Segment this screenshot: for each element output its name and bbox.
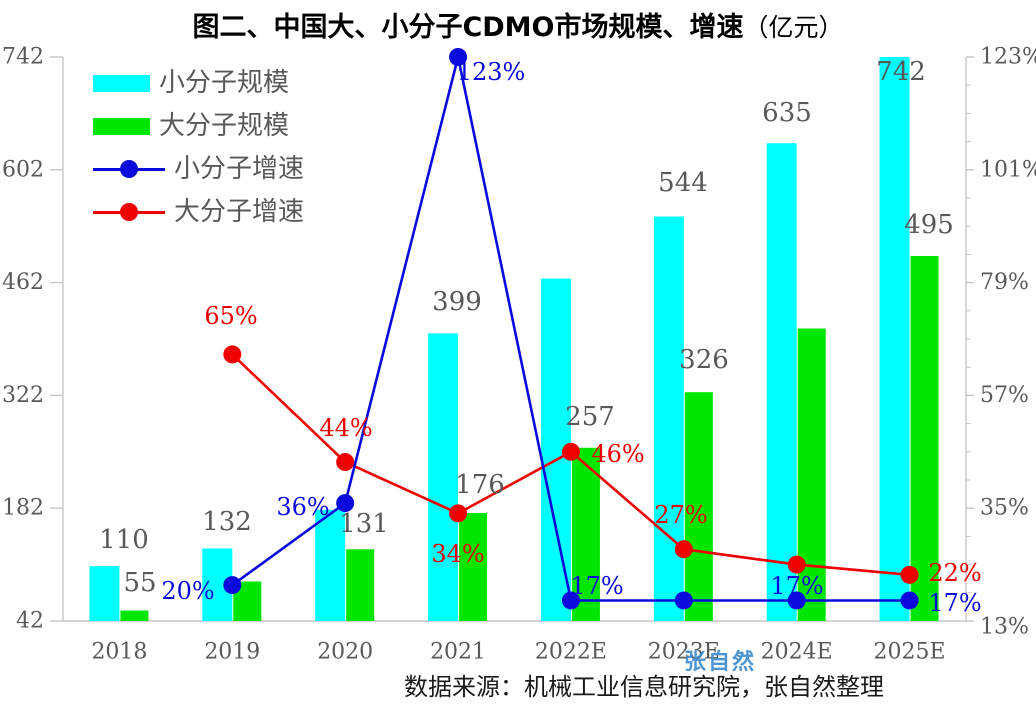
bar-small-2020 <box>315 509 346 621</box>
bar-large-2021 <box>459 513 488 621</box>
marker-small-growth-2019 <box>223 576 242 595</box>
bar-label-large-2021: 176 <box>455 470 505 500</box>
legend-label: 大分子规模 <box>159 111 290 141</box>
marker-small-growth-2023E <box>674 591 693 610</box>
bar-large-2024E <box>797 328 826 621</box>
bar-small-2021 <box>428 333 459 621</box>
legend-item-small-bar: 小分子规模 <box>93 66 304 100</box>
x-tick-label-2024E: 2024E <box>761 640 833 665</box>
pct-label-large-2021: 34% <box>431 540 484 568</box>
legend-item-large-bar: 大分子规模 <box>93 109 304 143</box>
y-axis-left-tick-label: 602 <box>2 157 44 182</box>
bar-large-2020 <box>346 549 375 621</box>
x-tick-label-2023E: 2023E <box>648 640 720 665</box>
bar-small-2023E <box>653 216 684 621</box>
pct-label-small-2024E: 17% <box>770 572 823 600</box>
bar-large-2025E <box>910 256 939 621</box>
pct-label-small-2019: 20% <box>161 577 214 605</box>
marker-large-growth-2025E <box>900 565 919 584</box>
bar-large-2018 <box>120 610 149 621</box>
marker-large-growth-2023E <box>674 540 693 559</box>
marker-large-growth-2020 <box>336 453 355 472</box>
y-axis-left-tick-label: 42 <box>16 609 44 634</box>
pct-label-large-2023E: 27% <box>654 501 707 529</box>
y-axis-right-tick-label: 101% <box>980 157 1036 182</box>
legend-item-large-line: 大分子增速 <box>93 195 304 229</box>
bar-label-large-2023E: 326 <box>679 345 729 375</box>
pct-label-large-2022E: 46% <box>591 440 644 468</box>
marker-large-growth-2024E <box>787 555 806 574</box>
bar-label-large-2025E: 495 <box>904 210 954 240</box>
marker-large-growth-2021 <box>449 504 468 523</box>
pct-label-small-2022E: 17% <box>570 572 623 600</box>
legend-line-swatch <box>93 202 165 222</box>
marker-small-growth-2025E <box>900 591 919 610</box>
y-axis-right-tick-label: 35% <box>980 496 1029 521</box>
legend-line-marker <box>120 203 138 221</box>
legend-bar-swatch <box>93 74 150 92</box>
x-tick-label-2022E: 2022E <box>535 640 607 665</box>
marker-large-growth-2022E <box>561 442 580 461</box>
bar-label-small-2024E: 635 <box>762 98 812 128</box>
legend-line-swatch <box>93 159 165 179</box>
bar-label-large-2022E: 257 <box>565 402 615 432</box>
legend-line-marker <box>120 160 138 178</box>
y-axis-right-tick-label: 13% <box>980 615 1029 640</box>
chart-legend: 小分子规模大分子规模小分子增速大分子增速 <box>93 66 304 229</box>
bar-label-large-2020: 131 <box>339 509 389 539</box>
pct-label-large-2025E: 22% <box>928 559 981 587</box>
pct-label-small-2025E: 17% <box>928 589 981 617</box>
legend-bar-swatch <box>93 117 150 135</box>
marker-small-growth-2020 <box>336 494 355 513</box>
pct-label-small-2020: 36% <box>276 493 329 521</box>
y-axis-right-tick-label: 123% <box>980 45 1036 70</box>
bar-label-small-2021: 399 <box>432 287 482 317</box>
y-axis-left-tick-label: 462 <box>2 270 44 295</box>
bar-small-2018 <box>89 566 120 621</box>
pct-label-large-2019: 65% <box>204 302 257 330</box>
x-tick-label-2019: 2019 <box>204 640 260 665</box>
bar-label-small-2025E: 742 <box>876 57 926 87</box>
y-axis-left-tick-label: 322 <box>2 383 44 408</box>
y-axis-right-tick-label: 79% <box>980 270 1029 295</box>
marker-small-growth-2021 <box>449 48 468 66</box>
legend-label: 小分子增速 <box>174 154 305 184</box>
bar-small-2025E <box>879 57 910 621</box>
bar-label-small-2023E: 544 <box>658 168 708 198</box>
pct-label-small-2021: 123% <box>457 58 526 86</box>
y-axis-left-tick-label: 182 <box>2 496 44 521</box>
watermark: 张自然 <box>684 649 757 675</box>
bar-label-large-2018: 55 <box>123 568 156 598</box>
bar-small-2024E <box>766 143 797 621</box>
chart-title-text: 图二、中国大、小分子CDMO市场规模、增速 <box>192 12 744 43</box>
x-tick-label-2018: 2018 <box>91 640 147 665</box>
x-tick-label-2025E: 2025E <box>874 640 946 665</box>
bar-large-2023E <box>684 392 713 621</box>
legend-label: 大分子增速 <box>174 197 305 227</box>
bar-large-2022E <box>571 447 600 621</box>
pct-label-large-2020: 44% <box>319 414 372 442</box>
y-axis-left-tick-label: 742 <box>2 45 44 70</box>
marker-small-growth-2022E <box>561 591 580 610</box>
marker-large-growth-2019 <box>223 345 242 364</box>
chart-title: 图二、中国大、小分子CDMO市场规模、增速（亿元） <box>0 5 1036 44</box>
legend-label: 小分子规模 <box>159 68 290 98</box>
chart-title-unit: （亿元） <box>743 13 844 42</box>
y-axis-right-tick-label: 57% <box>980 383 1029 408</box>
x-tick-label-2021: 2021 <box>430 640 486 665</box>
x-tick-label-2020: 2020 <box>317 640 373 665</box>
bar-label-small-2019: 132 <box>202 507 252 537</box>
legend-item-small-line: 小分子增速 <box>93 152 304 186</box>
marker-small-growth-2024E <box>787 591 806 610</box>
bar-label-small-2018: 110 <box>99 525 149 555</box>
data-source: 数据来源：机械工业信息研究院，张自然整理 <box>404 673 884 701</box>
